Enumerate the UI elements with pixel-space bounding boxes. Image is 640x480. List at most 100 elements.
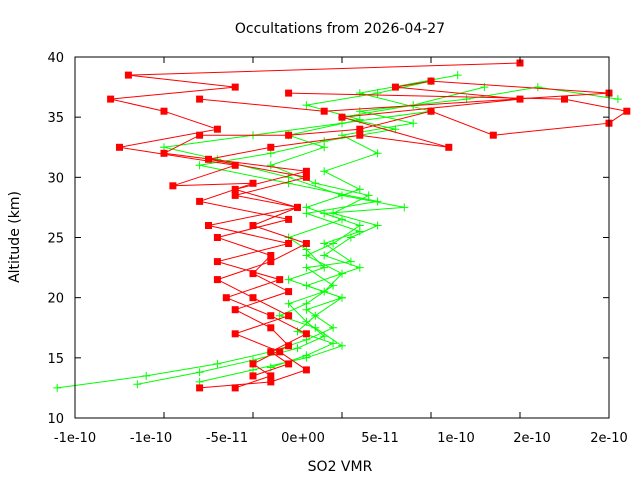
series-2-point: [231, 191, 239, 199]
series-1-point: [373, 149, 382, 158]
series-2-point: [205, 155, 212, 163]
y-axis-title: Altitude (km): [7, 191, 23, 283]
series-2-point: [267, 143, 275, 151]
series-2-point: [516, 95, 524, 103]
series-2-point: [302, 240, 310, 247]
axis-ticks: -1e-10 -1e-10 -5e-11 0e+00 5e-11 1e-10 2e-10 2e…: [47, 51, 627, 446]
y-tick-label: 20: [47, 292, 64, 307]
series-1-point: [355, 227, 364, 236]
series-1-point: [302, 101, 311, 110]
series-2-point: [107, 95, 115, 103]
series-2-point: [356, 131, 364, 139]
series-2-point: [285, 131, 293, 139]
series-1-point: [320, 251, 329, 260]
series-2-point: [285, 342, 293, 350]
series-2-point: [285, 89, 293, 97]
series-1-point: [373, 221, 382, 230]
series-2-point: [124, 71, 132, 79]
series-1-point: [320, 239, 329, 248]
series-2-point: [160, 149, 168, 157]
series-2-point: [302, 173, 310, 181]
series-2-point: [267, 378, 275, 386]
series-2-point: [196, 384, 204, 392]
series-1-point: [373, 197, 382, 206]
y-tick-label: 30: [47, 171, 64, 186]
series-2-point: [231, 384, 239, 392]
series-2-point: [249, 360, 257, 368]
series-2-point: [302, 167, 310, 175]
series-2-point: [320, 107, 328, 115]
series-2-point: [213, 234, 221, 241]
series-2-point: [196, 131, 204, 139]
series-2-point: [205, 222, 212, 229]
series-2-point: [231, 185, 239, 193]
series-2-point: [213, 258, 221, 266]
series-1-point: [133, 380, 142, 389]
series-2-point: [267, 372, 275, 380]
series-2-point: [213, 276, 221, 284]
series-2-point: [196, 197, 204, 205]
series-1-point: [338, 293, 346, 302]
series-1-point: [284, 179, 293, 188]
series-2-point: [285, 360, 293, 368]
series-2-point: [213, 125, 221, 133]
series-1-point: [338, 191, 346, 200]
series-1-point: [302, 299, 311, 308]
series-1-point: [302, 209, 311, 218]
plot-area: [53, 59, 631, 392]
series-2-point: [231, 306, 239, 314]
series-2-point: [561, 95, 568, 103]
series-2-point: [302, 330, 310, 338]
series-2-point: [285, 288, 293, 296]
x-tick-label: -1e-10: [130, 431, 172, 446]
series-1-point: [213, 359, 222, 368]
series-2-point: [427, 77, 435, 85]
x-tick-label: -1e-10: [54, 431, 96, 446]
y-tick-label: 10: [47, 412, 64, 427]
series-2-point: [231, 83, 239, 91]
series-2-point: [222, 294, 230, 302]
series-1-point: [311, 323, 320, 332]
series-1-point: [311, 179, 320, 188]
series-1-point: [373, 89, 382, 98]
series-2-point: [267, 312, 275, 320]
y-tick-label: 15: [47, 352, 64, 367]
series-2-point: [267, 252, 275, 259]
series-1-point: [195, 368, 204, 377]
series-2-point: [249, 179, 257, 187]
series-1-point: [311, 311, 320, 320]
series-2-point: [276, 348, 284, 356]
series-1-point: [266, 161, 275, 170]
x-tick-label: 0e+00: [281, 431, 325, 446]
series-2-point: [489, 131, 497, 139]
series-2-point: [391, 83, 399, 91]
series-2-point: [267, 258, 275, 266]
series-1-point: [364, 191, 373, 200]
y-tick-label: 35: [47, 111, 64, 126]
series-2-profile-1-line: [110, 62, 521, 389]
series-1-point: [329, 323, 338, 332]
series-2-profile-3-line: [199, 80, 610, 377]
series-1-point: [453, 71, 462, 80]
series-1-point: [329, 339, 338, 348]
series-1-point: [284, 275, 293, 284]
series-1-point: [613, 95, 622, 104]
series-2-point: [623, 107, 631, 115]
series-2-point: [445, 143, 453, 151]
series-2-point: [249, 294, 257, 302]
series-1-point: [338, 341, 346, 350]
series-2-profile-2-line: [162, 92, 629, 389]
series-1-point: [355, 185, 364, 194]
series-2-point: [169, 182, 177, 190]
series-1-point: [400, 203, 409, 212]
series-1-point: [195, 161, 204, 170]
series-1-point: [302, 351, 311, 360]
series-2-point: [249, 270, 257, 278]
series-1-point: [302, 263, 311, 272]
y-tick-label: 40: [47, 51, 64, 66]
series-1-point: [302, 281, 311, 290]
x-tick-label: 5e-11: [361, 431, 399, 446]
series-1-point: [142, 371, 151, 380]
series-1-point: [302, 251, 311, 260]
